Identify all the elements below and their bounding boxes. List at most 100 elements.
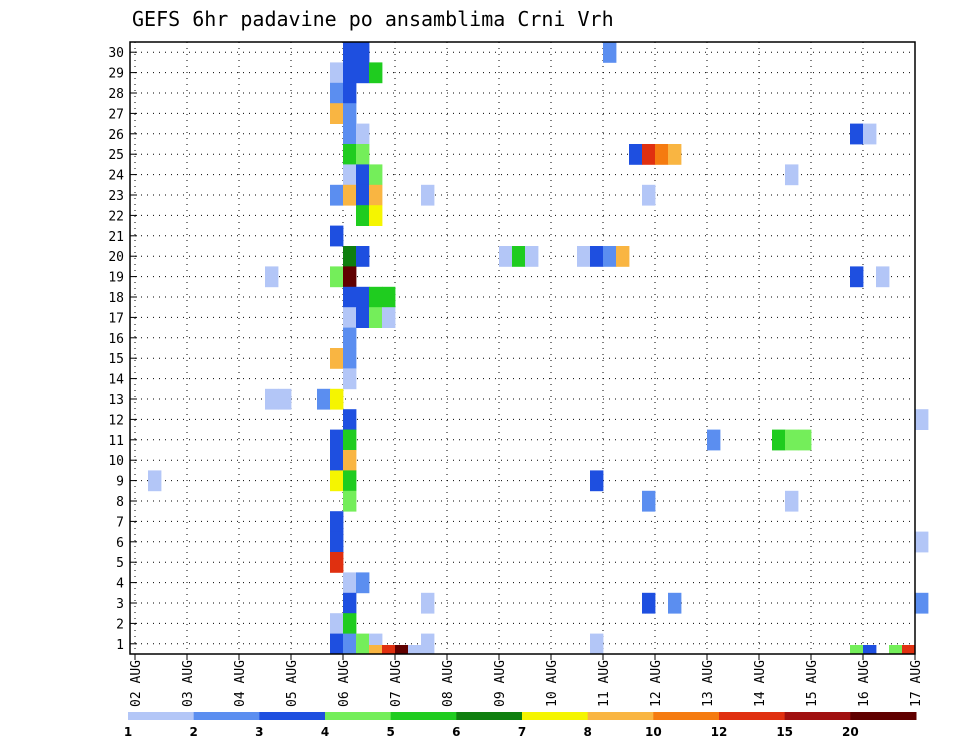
- y-tick-label: 28: [108, 87, 124, 102]
- heatmap-cell: [330, 82, 344, 104]
- y-tick-label: 2: [116, 617, 124, 632]
- heatmap-cell: [148, 470, 162, 492]
- colorbar-segment: [259, 712, 326, 720]
- heatmap-cell: [330, 388, 344, 410]
- colorbar-label: 1: [124, 725, 132, 739]
- heatmap-cell: [798, 429, 812, 451]
- x-tick-label: 07 AUG: [389, 660, 404, 707]
- colorbar-label: 3: [255, 725, 263, 739]
- colorbar-segment: [325, 712, 392, 720]
- heatmap-cell: [616, 246, 630, 267]
- heatmap-cell: [525, 246, 539, 267]
- y-tick-label: 22: [108, 209, 124, 224]
- colorbar-label: 10: [645, 725, 662, 739]
- colorbar-label: 8: [583, 725, 591, 739]
- x-tick-label: 13 AUG: [701, 660, 716, 707]
- heatmap-cell: [356, 286, 370, 308]
- chart-title: GEFS 6hr padavine po ansamblima Crni Vrh: [132, 7, 614, 31]
- heatmap-cell: [590, 633, 604, 655]
- y-tick-label: 26: [108, 128, 124, 143]
- heatmap-cell: [343, 42, 357, 63]
- heatmap-cell: [785, 164, 799, 186]
- heatmap-cell: [343, 164, 357, 186]
- y-tick-label: 9: [116, 475, 124, 490]
- x-tick-label: 14 AUG: [753, 660, 768, 707]
- heatmap-cell: [642, 144, 656, 165]
- strip-cell: [382, 645, 396, 654]
- heatmap-cell: [642, 490, 656, 512]
- heatmap-cell: [343, 103, 357, 124]
- colorbar-label: 15: [776, 725, 793, 739]
- y-tick-label: 23: [108, 189, 124, 204]
- colorbar-segment: [128, 712, 195, 720]
- colorbar-label: 5: [386, 725, 394, 739]
- colorbar-segment: [456, 712, 523, 720]
- heatmap-cell: [343, 144, 357, 165]
- colorbar-segment: [850, 712, 917, 720]
- heatmap-cell: [343, 348, 357, 369]
- y-tick-label: 29: [108, 67, 124, 82]
- y-tick-label: 10: [108, 454, 124, 469]
- y-tick-label: 27: [108, 107, 124, 122]
- x-axis: 02 AUG 03 AUG 04 AUG 05 AUG 06 AUG 07 AUG 08 A…: [129, 654, 924, 707]
- heatmap-cell: [356, 123, 370, 145]
- x-tick-label: 10 AUG: [545, 660, 560, 707]
- heatmap-cell: [850, 123, 864, 145]
- heatmap-cell: [317, 388, 331, 410]
- heatmap-cell: [772, 429, 786, 451]
- heatmap-cell: [330, 511, 344, 532]
- heatmap-cell: [343, 409, 357, 430]
- heatmap-cell: [369, 286, 383, 308]
- heatmap-cell: [343, 450, 357, 471]
- heatmap-cell: [330, 450, 344, 471]
- colorbar-segment: [719, 712, 786, 720]
- heatmap-cell: [382, 286, 396, 308]
- heatmap-cell: [785, 490, 799, 512]
- heatmap-cell: [642, 592, 656, 614]
- y-tick-label: 17: [108, 311, 124, 326]
- x-tick-label: 04 AUG: [233, 660, 248, 707]
- heatmap-cell: [343, 266, 357, 288]
- y-tick-label: 16: [108, 332, 124, 347]
- x-tick-label: 06 AUG: [337, 660, 352, 707]
- y-tick-label: 20: [108, 250, 124, 265]
- heatmap-cell: [915, 592, 929, 614]
- strip-cell: [369, 645, 383, 654]
- heatmap-cell: [668, 144, 682, 165]
- heatmap-cell: [278, 388, 292, 410]
- y-tick-label: 30: [108, 46, 124, 61]
- y-tick-label: 8: [116, 495, 124, 510]
- heatmap-cell: [421, 592, 435, 614]
- y-tick-label: 21: [108, 230, 124, 245]
- heatmap-cell: [421, 633, 435, 655]
- colorbar-label: 12: [711, 725, 728, 739]
- colorbar-segment: [587, 712, 654, 720]
- colorbar-label: 2: [189, 725, 197, 739]
- strip-cell: [408, 645, 422, 654]
- y-tick-label: 4: [116, 577, 124, 592]
- heatmap-cell: [330, 633, 344, 655]
- heatmap-cell: [876, 266, 890, 288]
- heatmap-cell: [343, 368, 357, 390]
- colorbar-segment: [193, 712, 260, 720]
- heatmap-cell: [668, 592, 682, 614]
- colorbar-label: 20: [842, 725, 859, 739]
- heatmap-cell: [642, 184, 656, 206]
- colorbar-label: 7: [518, 725, 526, 739]
- heatmap-cell: [369, 184, 383, 206]
- colorbar-segment: [390, 712, 457, 720]
- heatmap-cell: [369, 164, 383, 186]
- colorbar-segment: [653, 712, 720, 720]
- heatmap-cell: [343, 572, 357, 594]
- heatmap-cell: [330, 429, 344, 451]
- y-tick-label: 13: [108, 393, 124, 408]
- heatmap-cell: [330, 62, 344, 84]
- y-tick-label: 6: [116, 536, 124, 551]
- heatmap-cell: [343, 286, 357, 308]
- heatmap-cell: [343, 490, 357, 512]
- heatmap-cell: [421, 184, 435, 206]
- heatmap-cell: [265, 266, 279, 288]
- y-tick-label: 12: [108, 413, 124, 428]
- strip-cell: [863, 645, 877, 654]
- y-tick-label: 18: [108, 291, 124, 306]
